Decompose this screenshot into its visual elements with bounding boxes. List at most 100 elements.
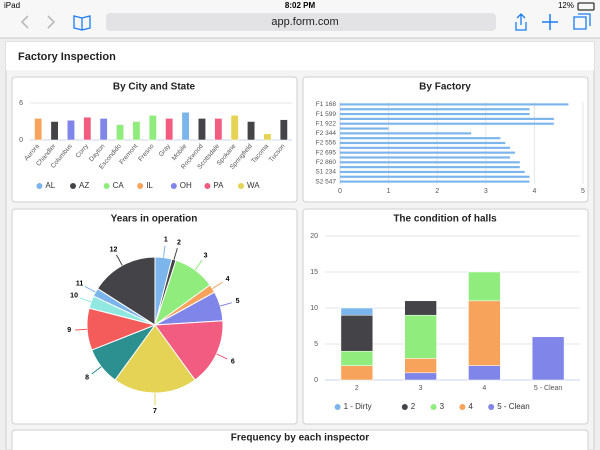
bar: [340, 112, 530, 116]
y-tick-label: F1 599: [316, 111, 337, 118]
slice-label: 4: [226, 276, 230, 283]
bar: [340, 307, 374, 316]
x-tick-label: 5 - Clean: [534, 385, 563, 392]
legend-swatch: [488, 404, 495, 410]
bar: [214, 118, 223, 141]
device: iPad: [4, 1, 20, 10]
bar: [116, 124, 124, 141]
y-tick-label: F1 922: [316, 120, 337, 127]
bar: [340, 170, 525, 174]
bar: [165, 118, 174, 141]
bar: [230, 115, 239, 141]
bar: [340, 127, 389, 130]
bar: [468, 300, 501, 366]
legend-label: OH: [180, 181, 192, 190]
bar: [340, 141, 506, 145]
leader-line: [79, 297, 92, 303]
slice-label: 2: [177, 239, 181, 246]
slice-label: 8: [85, 375, 89, 382]
bar: [340, 137, 501, 140]
new-tab-button[interactable]: [542, 14, 558, 30]
clock: 8:02 PM: [285, 1, 316, 10]
slice-label: 12: [110, 246, 118, 253]
legend-label: CA: [113, 181, 125, 190]
x-tick-label: 5: [581, 188, 585, 195]
y-tick-label: F2 556: [316, 140, 337, 147]
y-tick-label: F2 344: [316, 130, 337, 137]
chart-title: Years in operation: [111, 214, 198, 225]
legend-swatch: [238, 183, 244, 189]
bar: [340, 365, 374, 381]
pie-slice: [114, 324, 196, 394]
legend-label: 2: [411, 402, 416, 411]
bar: [99, 118, 108, 141]
back-button[interactable]: [20, 15, 29, 29]
leader-line: [91, 366, 102, 375]
slice-label: 9: [67, 327, 71, 334]
legend-swatch: [70, 183, 76, 189]
forward-button[interactable]: [47, 15, 56, 29]
slice-label: 11: [76, 280, 84, 287]
x-tick-label: 3: [419, 385, 423, 392]
x-tick-label: 2: [435, 188, 439, 195]
share-button[interactable]: [515, 13, 527, 31]
y-tick-label: 6: [19, 100, 23, 107]
y-tick-label: S1 234: [315, 169, 336, 176]
slice-label: 10: [70, 293, 78, 300]
bar: [340, 122, 554, 125]
bar: [50, 121, 59, 141]
leader-line: [216, 353, 228, 360]
bar: [132, 121, 141, 141]
legend-label: AL: [45, 181, 55, 190]
y-tick-label: F1 168: [316, 101, 337, 108]
card: [302, 208, 589, 425]
leader-line: [194, 259, 203, 271]
card: [11, 429, 589, 450]
bar: [340, 175, 530, 178]
y-tick-label: 15: [310, 269, 318, 276]
slice-label: 3: [204, 252, 208, 259]
legend-swatch: [103, 183, 110, 189]
legend-swatch: [459, 404, 466, 410]
legend-swatch: [401, 404, 408, 410]
legend-label: 4: [468, 402, 473, 411]
bar: [340, 161, 520, 164]
battery-icon: [577, 2, 595, 11]
y-tick-label: 0: [19, 137, 23, 144]
y-tick-label: F2 695: [316, 149, 337, 156]
leader-line: [173, 248, 178, 260]
address-bar[interactable]: [106, 13, 496, 31]
x-tick-label: 0: [338, 188, 342, 195]
legend-swatch: [430, 404, 437, 410]
legend-label: 3: [440, 402, 445, 411]
leader-line: [84, 286, 96, 293]
leader-line: [75, 328, 88, 331]
bar: [148, 115, 157, 141]
bar: [181, 112, 190, 141]
pie-slice: [96, 256, 156, 326]
battery-level: 12%: [558, 1, 574, 10]
legend-swatch: [137, 183, 144, 189]
legend-label: 1 - Dirty: [344, 402, 372, 411]
bar: [34, 118, 43, 141]
pie-slice: [154, 320, 224, 381]
legend-label: PA: [213, 181, 224, 190]
tabs-button[interactable]: [573, 13, 591, 30]
bookmarks-button[interactable]: [73, 15, 91, 31]
bar: [340, 132, 472, 135]
bar: [340, 103, 569, 106]
bar: [340, 146, 511, 149]
bar: [340, 117, 554, 120]
url: app.form.com: [271, 16, 338, 28]
x-tick-label: 1: [387, 188, 391, 195]
x-tick-label: 4: [532, 188, 536, 195]
legend-label: IL: [146, 181, 153, 190]
app-title: Factory Inspection: [18, 51, 116, 63]
bar: [263, 133, 272, 141]
bar: [404, 372, 437, 381]
slice-label: 6: [231, 358, 235, 365]
bar: [340, 314, 374, 352]
legend-label: WA: [247, 181, 260, 190]
y-tick-label: 10: [310, 305, 318, 312]
